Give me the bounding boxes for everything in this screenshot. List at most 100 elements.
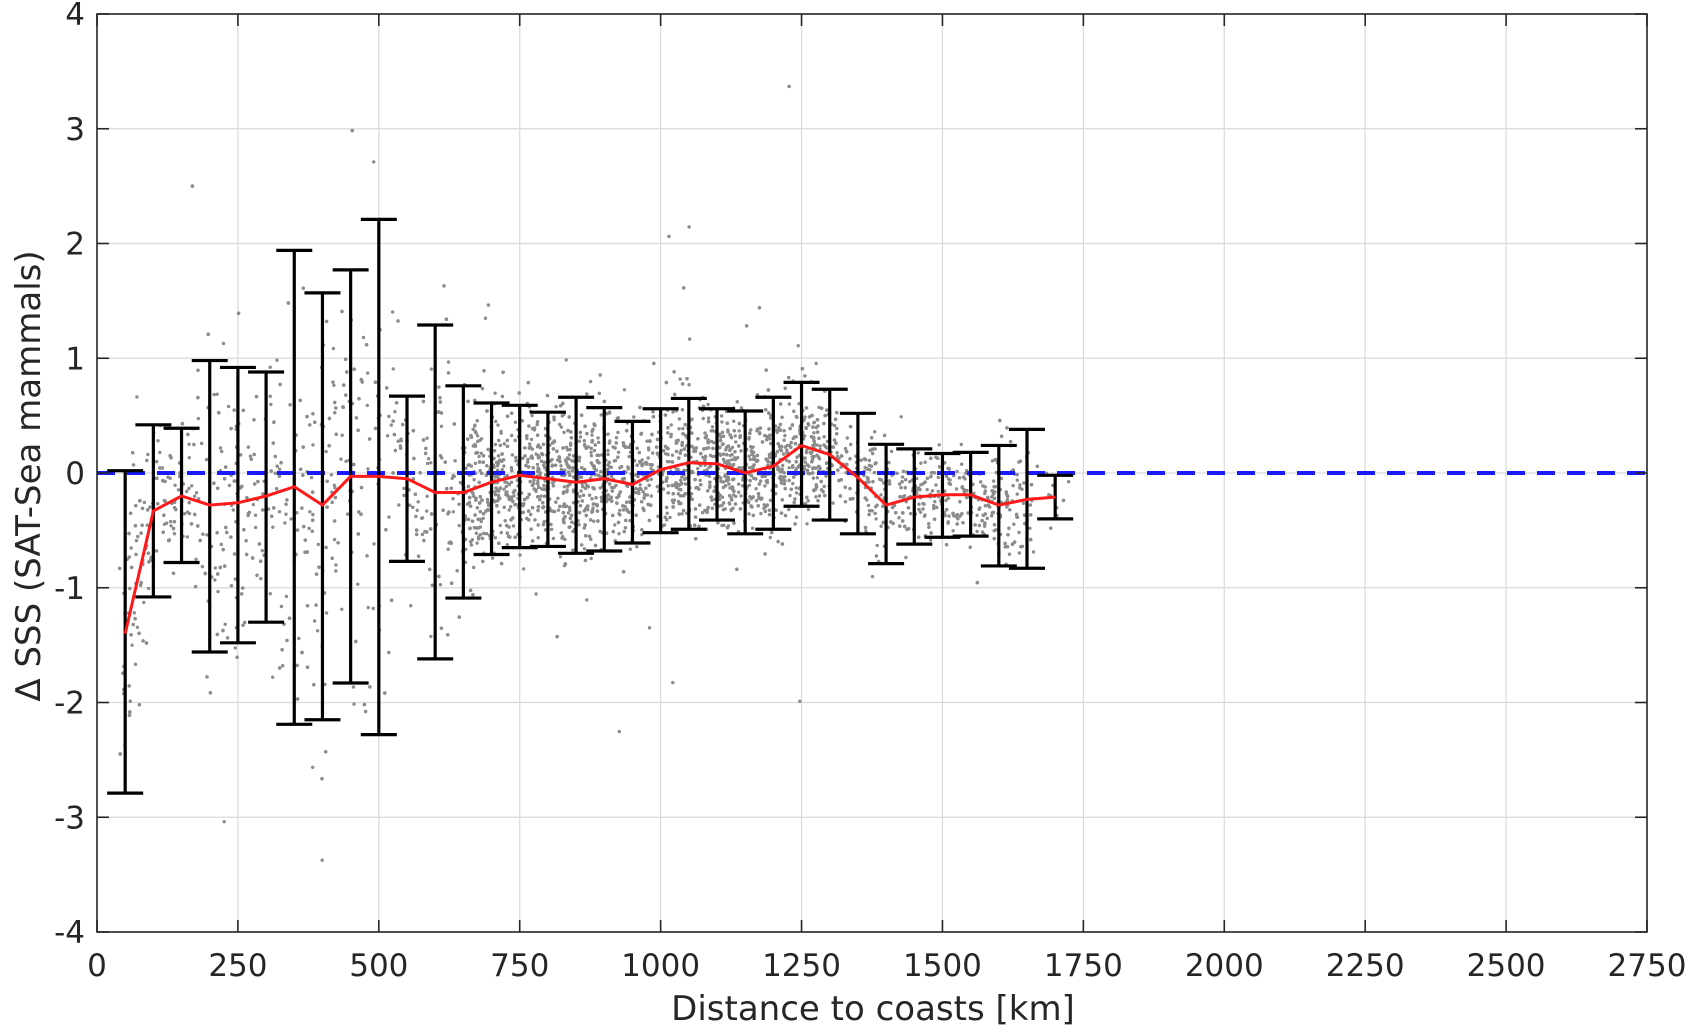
scatter-point	[614, 436, 619, 440]
scatter-point	[371, 606, 375, 611]
scatter-point	[289, 517, 293, 521]
scatter-point	[650, 432, 654, 437]
scatter-point	[533, 518, 537, 522]
scatter-point	[778, 428, 782, 432]
scatter-point	[134, 539, 139, 543]
scatter-point	[557, 455, 561, 459]
scatter-point	[507, 482, 511, 487]
scatter-point	[545, 393, 550, 398]
scatter-point	[270, 514, 274, 518]
scatter-point	[192, 442, 196, 447]
scatter-point	[923, 513, 927, 517]
scatter-point	[484, 532, 489, 536]
scatter-point	[641, 506, 645, 510]
scatter-point	[689, 492, 694, 496]
scatter-point	[542, 483, 546, 488]
scatter-point	[351, 685, 356, 689]
scatter-point	[139, 580, 143, 585]
scatter-point	[904, 555, 908, 560]
scatter-point	[975, 513, 979, 517]
scatter-point	[648, 463, 652, 467]
scatter-point	[865, 498, 869, 502]
scatter-point	[485, 497, 490, 502]
scatter-point	[957, 476, 962, 480]
scatter-point	[678, 494, 683, 498]
scatter-point	[136, 534, 140, 539]
scatter-point	[955, 469, 959, 474]
scatter-point	[638, 405, 642, 410]
scatter-point	[468, 526, 472, 530]
scatter-point	[255, 573, 259, 577]
scatter-point	[960, 512, 964, 516]
scatter-point	[166, 475, 170, 479]
scatter-point	[781, 452, 786, 456]
scatter-point	[905, 527, 909, 532]
scatter-point	[622, 529, 626, 534]
scatter-point	[706, 505, 710, 510]
scatter-point	[327, 444, 331, 448]
scatter-point	[588, 379, 593, 384]
scatter-point	[710, 439, 714, 444]
scatter-point	[706, 489, 710, 493]
scatter-point	[983, 504, 988, 508]
scatter-point	[205, 533, 209, 537]
scatter-point	[992, 479, 996, 483]
scatter-point	[1007, 526, 1011, 530]
scatter-point	[802, 418, 806, 422]
scatter-point	[647, 448, 651, 452]
scatter-point	[571, 548, 575, 552]
scatter-point	[162, 498, 167, 503]
scatter-point	[733, 434, 737, 438]
scatter-point	[817, 405, 821, 409]
scatter-point	[240, 592, 244, 596]
scatter-point	[788, 493, 792, 498]
scatter-point	[900, 519, 905, 523]
scatter-point	[312, 683, 316, 687]
scatter-point	[671, 680, 675, 685]
scatter-point	[561, 518, 566, 522]
scatter-point	[421, 399, 426, 404]
scatter-point	[968, 545, 972, 549]
scatter-point	[253, 513, 258, 517]
scatter-point	[189, 522, 194, 526]
scatter-point	[225, 530, 229, 535]
scatter-point	[784, 458, 789, 462]
scatter-point	[749, 428, 753, 432]
scatter-point	[744, 324, 749, 328]
scatter-point	[1066, 480, 1071, 484]
scatter-point	[446, 633, 450, 637]
scatter-point	[466, 463, 470, 467]
scatter-point	[333, 400, 337, 405]
scatter-point	[503, 480, 507, 484]
scatter-point	[644, 460, 648, 465]
scatter-point	[834, 441, 838, 445]
scatter-point	[640, 528, 644, 532]
scatter-point	[428, 527, 433, 531]
scatter-point	[788, 426, 792, 431]
scatter-point	[541, 501, 545, 505]
scatter-point	[791, 481, 795, 486]
scatter-point	[825, 408, 829, 412]
scatter-point	[929, 531, 933, 535]
scatter-point	[944, 508, 949, 512]
scatter-point	[424, 446, 428, 451]
scatter-point	[613, 523, 617, 527]
scatter-point	[269, 469, 273, 473]
scatter-point	[584, 534, 588, 538]
scatter-point	[422, 538, 426, 543]
scatter-point	[990, 514, 994, 518]
scatter-point	[521, 510, 525, 514]
scatter-point	[748, 478, 752, 483]
scatter-point	[998, 418, 1002, 423]
scatter-point	[314, 603, 318, 607]
scatter-point	[297, 636, 301, 641]
scatter-point	[570, 469, 574, 473]
scatter-point	[803, 415, 807, 419]
scatter-point	[352, 367, 356, 371]
scatter-point	[749, 445, 753, 449]
scatter-point	[680, 512, 684, 516]
scatter-point	[295, 663, 299, 668]
scatter-point	[817, 436, 821, 440]
scatter-point	[747, 512, 751, 516]
scatter-point	[959, 442, 963, 447]
